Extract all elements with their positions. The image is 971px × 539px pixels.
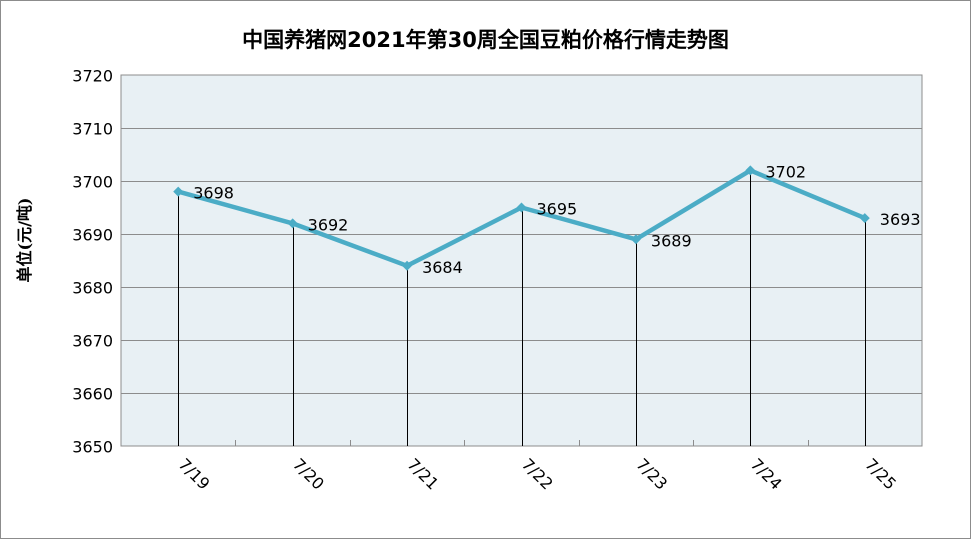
x-tick-label: 7/23	[632, 455, 671, 494]
y-tick-label: 3670	[72, 332, 113, 351]
data-label: 3698	[193, 184, 234, 203]
data-point	[173, 186, 184, 197]
data-label: 3692	[308, 215, 349, 234]
y-tick-label: 3720	[72, 67, 113, 86]
data-label: 3693	[880, 210, 921, 229]
x-tick-label: 7/21	[404, 455, 443, 494]
data-point	[402, 260, 413, 271]
y-tick-label: 3660	[72, 385, 113, 404]
data-point	[745, 165, 756, 176]
chart-title: 中国养猪网2021年第30周全国豆粕价格行情走势图	[242, 28, 729, 52]
plot-area	[120, 74, 923, 447]
x-tick-label: 7/25	[861, 455, 900, 494]
y-tick-label: 3710	[72, 120, 113, 139]
x-tick-label: 7/24	[747, 455, 786, 494]
x-tick-label: 7/19	[175, 455, 214, 494]
data-point	[859, 213, 870, 224]
y-tick-label: 3690	[72, 226, 113, 245]
x-tick-label: 7/22	[518, 455, 557, 494]
data-label: 3684	[422, 258, 463, 277]
data-point	[287, 218, 298, 229]
y-tick-label: 3680	[72, 279, 113, 298]
data-label: 3689	[651, 231, 692, 250]
y-tick-label: 3700	[72, 173, 113, 192]
data-point	[516, 202, 527, 213]
data-label: 3695	[537, 200, 578, 219]
x-tick-label: 7/20	[289, 455, 328, 494]
data-point	[630, 234, 641, 245]
data-label: 3702	[765, 162, 806, 181]
y-tick-label: 3650	[72, 438, 113, 457]
